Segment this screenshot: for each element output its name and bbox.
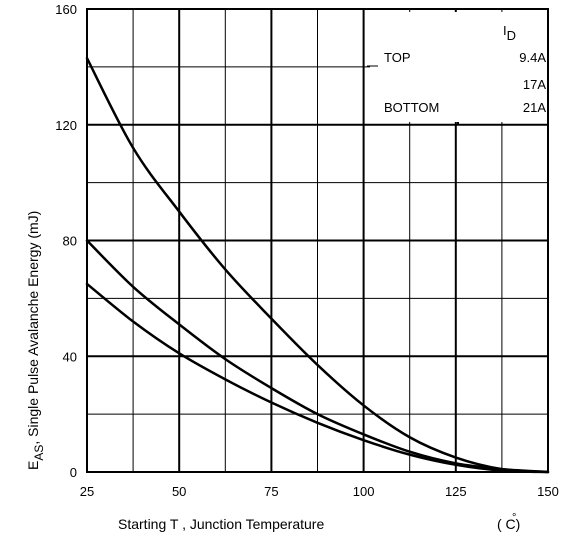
x-axis-unit: ( C) xyxy=(497,516,520,532)
curve-21a xyxy=(85,282,550,474)
data-curves xyxy=(85,56,550,474)
y-axis-label-rest: , Single Pulse Avalanche Energy (mJ) xyxy=(25,211,41,445)
y-axis-label-subscript: AS xyxy=(32,445,46,461)
x-axis-label: Starting T , Junction Temperature xyxy=(118,516,324,532)
x-axis-unit-degree: ° xyxy=(512,512,516,524)
y-tick-label: 80 xyxy=(63,234,77,249)
legend-value-bottom: 21A xyxy=(523,100,546,115)
x-tick-label: 100 xyxy=(353,484,375,499)
legend-position-top: TOP xyxy=(384,50,411,65)
y-axis-label-prefix: E xyxy=(25,461,41,470)
legend-title-subscript: D xyxy=(507,28,516,43)
y-tick-label: 120 xyxy=(55,118,77,133)
legend-title-main: I xyxy=(503,23,507,38)
curve-17a xyxy=(85,239,550,474)
x-axis-unit-text: ( C) xyxy=(497,516,520,532)
legend-value-middle: 17A xyxy=(523,77,546,92)
legend-value-top: 9.4A xyxy=(519,50,546,65)
legend-mask xyxy=(370,12,548,122)
x-tick-labels: 25 50 75 100 125 150 xyxy=(80,484,559,499)
y-tick-labels: 0 40 80 120 160 xyxy=(55,2,77,480)
legend: ID TOP 9.4A 17A BOTTOM 21A xyxy=(367,12,548,125)
y-axis-label: EAS, Single Pulse Avalanche Energy (mJ) xyxy=(25,211,46,470)
plot-frame xyxy=(86,8,549,473)
x-tick-label: 150 xyxy=(537,484,559,499)
y-tick-label: 160 xyxy=(55,2,77,17)
x-tick-label: 25 xyxy=(80,484,94,499)
x-tick-label: 75 xyxy=(264,484,278,499)
y-tick-label: 40 xyxy=(63,349,77,364)
curve-9-4a xyxy=(85,56,550,474)
y-tick-label: 0 xyxy=(70,465,77,480)
legend-position-bottom: BOTTOM xyxy=(384,100,439,115)
x-tick-label: 125 xyxy=(445,484,467,499)
legend-title: ID xyxy=(503,23,516,43)
x-tick-label: 50 xyxy=(172,484,186,499)
